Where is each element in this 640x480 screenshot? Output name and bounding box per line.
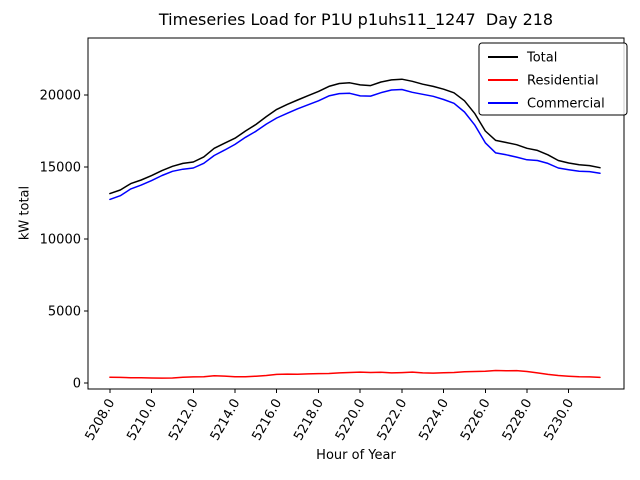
x-axis-label: Hour of Year: [316, 448, 396, 463]
x-tick-label: 5222.0: [375, 397, 411, 444]
series-line-residential: [109, 369, 601, 379]
x-tick-label: 5224.0: [416, 397, 452, 444]
series-line-total: [109, 78, 601, 195]
legend-label-commercial: Commercial: [527, 97, 605, 112]
x-tick-label: 5208.0: [83, 397, 119, 444]
x-tick-label: 5228.0: [500, 397, 536, 444]
x-tick-label: 5210.0: [124, 397, 160, 444]
chart-title: Timeseries Load for P1U p1uhs11_1247 Day…: [158, 10, 554, 29]
y-tick-label: 15000: [40, 160, 81, 175]
axes-frame: [87, 37, 625, 390]
x-tick-label: 5212.0: [166, 397, 202, 444]
legend-frame: [478, 42, 628, 116]
legend-label-total: Total: [526, 51, 557, 66]
x-tick-label: 5214.0: [208, 397, 244, 444]
x-tick-label: 5230.0: [541, 397, 577, 444]
y-tick-label: 10000: [40, 232, 81, 247]
series-line-commercial: [109, 88, 601, 201]
y-tick-label: 0: [73, 376, 81, 391]
x-tick-label: 5216.0: [249, 397, 285, 444]
x-tick-label: 5218.0: [291, 397, 327, 444]
x-tick-label: 5220.0: [333, 397, 369, 444]
y-tick-label: 20000: [40, 88, 81, 103]
legend-label-residential: Residential: [527, 74, 599, 89]
y-tick-label: 5000: [48, 304, 81, 319]
x-tick-label: 5226.0: [458, 396, 494, 443]
